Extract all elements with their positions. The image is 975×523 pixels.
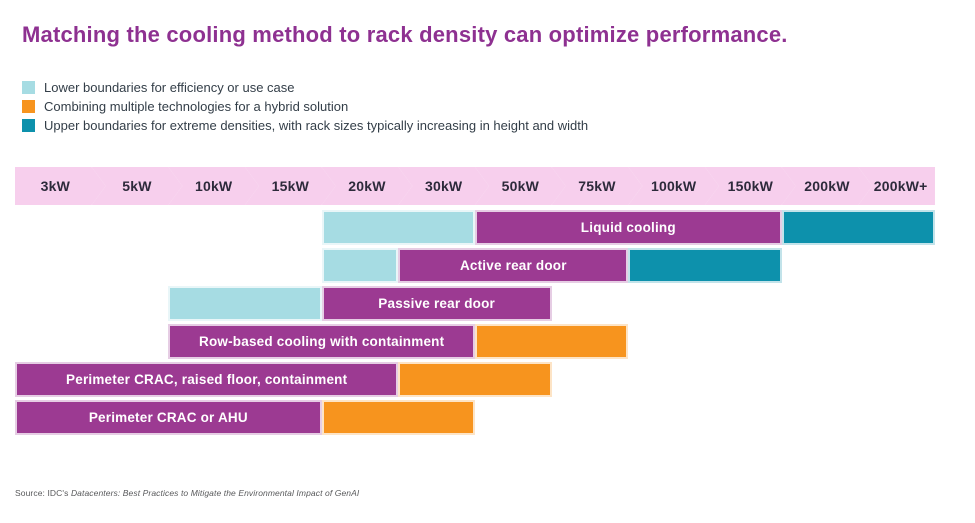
axis-chevron-5kW: 5kW <box>92 167 183 205</box>
axis-chevron-label: 200kW <box>804 178 850 194</box>
segment-hybrid-50kW-100kW <box>475 324 629 359</box>
legend: Lower boundaries for efficiency or use c… <box>22 78 588 135</box>
legend-label: Upper boundaries for extreme densities, … <box>44 118 589 133</box>
source-publication: Datacenters: Best Practices to Mitigate … <box>70 488 360 498</box>
legend-label: Combining multiple technologies for a hy… <box>44 99 349 114</box>
axis-chevron-20kW: 20kW <box>322 167 413 205</box>
legend-label: Lower boundaries for efficiency or use c… <box>44 80 295 95</box>
axis-chevron-label: 5kW <box>122 178 152 194</box>
axis-chevron-label: 20kW <box>348 178 386 194</box>
axis-chevron-150kW: 150kW <box>705 167 796 205</box>
row-label: Perimeter CRAC, raised floor, containmen… <box>66 372 348 387</box>
segment-main-3kW-20kW: Perimeter CRAC or AHU <box>15 400 322 435</box>
axis-chevron-10kW: 10kW <box>168 167 259 205</box>
row-label: Liquid cooling <box>580 220 676 235</box>
legend-swatch-hybrid <box>22 100 35 113</box>
segment-main-10kW-50kW: Row-based cooling with containment <box>168 324 475 359</box>
segment-lower-20kW-50kW <box>321 210 475 245</box>
segment-lower-10kW-20kW <box>168 286 322 321</box>
row-label: Perimeter CRAC or AHU <box>88 410 248 425</box>
axis-chevron-15kW: 15kW <box>245 167 336 205</box>
segment-upper-200kW-200kW+ <box>781 210 935 245</box>
axis-chevron-label: 100kW <box>650 178 697 194</box>
source-prefix: Source: IDC's <box>15 488 71 498</box>
segment-lower-20kW-30kW <box>321 248 399 283</box>
axis-chevron-3kW: 3kW <box>15 167 106 205</box>
segment-main-3kW-30kW: Perimeter CRAC, raised floor, containmen… <box>15 362 399 397</box>
segment-main-30kW-100kW: Active rear door <box>398 248 629 283</box>
segment-upper-100kW-200kW <box>628 248 782 283</box>
legend-swatch-upper <box>22 119 35 132</box>
segment-hybrid-20kW-50kW <box>321 400 475 435</box>
row-label: Active rear door <box>459 258 567 273</box>
page-title: Matching the cooling method to rack dens… <box>22 22 788 47</box>
legend-item-lower: Lower boundaries for efficiency or use c… <box>22 78 588 97</box>
axis-chevron-label: 3kW <box>40 178 71 194</box>
axis-chevron-label: 15kW <box>271 178 310 194</box>
axis-chevron-label: 75kW <box>578 178 616 194</box>
row-label: Passive rear door <box>378 296 496 311</box>
row-label: Row-based cooling with containment <box>199 334 445 349</box>
axis-chevron-75kW: 75kW <box>552 167 643 205</box>
segment-hybrid-30kW-75kW <box>398 362 552 397</box>
axis-chevron-label: 10kW <box>194 178 233 194</box>
segment-main-50kW-200kW: Liquid cooling <box>475 210 782 245</box>
axis-chevron-label: 50kW <box>501 178 540 194</box>
axis-chevron-100kW: 100kW <box>628 167 719 205</box>
source-note: Source: IDC's Datacenters: Best Practice… <box>15 488 359 498</box>
segment-main-20kW-75kW: Passive rear door <box>321 286 552 321</box>
axis-chevron-30kW: 30kW <box>398 167 489 205</box>
axis-chevron-label: 150kW <box>727 178 773 194</box>
axis-chevron-label: 30kW <box>424 178 463 194</box>
axis-chevron-200kW: 200kW <box>782 167 873 205</box>
legend-item-hybrid: Combining multiple technologies for a hy… <box>22 97 588 116</box>
axis-chevron-label: 200kW+ <box>873 178 928 194</box>
legend-item-upper: Upper boundaries for extreme densities, … <box>22 116 588 135</box>
axis-chevron-50kW: 50kW <box>475 167 566 205</box>
legend-swatch-lower <box>22 81 35 94</box>
